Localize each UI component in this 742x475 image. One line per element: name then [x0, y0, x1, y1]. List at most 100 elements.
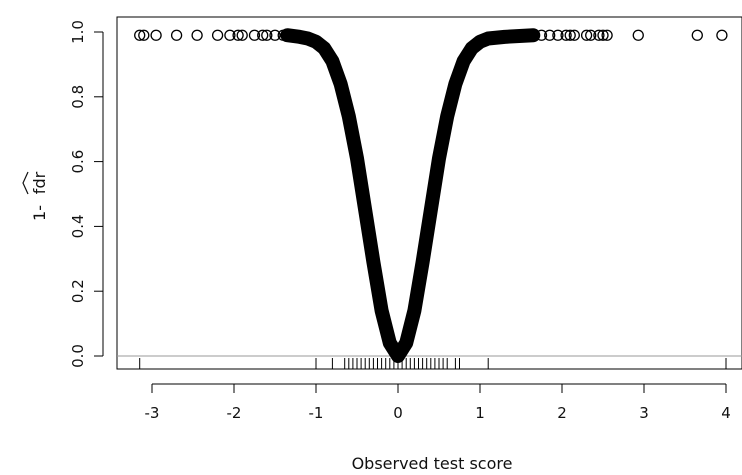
- hat-accent: [22, 171, 29, 195]
- data-point: [564, 29, 576, 41]
- curve-point: [401, 331, 414, 344]
- curve-point: [425, 204, 437, 216]
- curve-point: [419, 239, 431, 251]
- curve-point: [404, 321, 416, 333]
- curve-point: [437, 131, 449, 143]
- curve-point: [341, 105, 354, 117]
- curve-point: [378, 315, 390, 328]
- data-point: [601, 29, 613, 41]
- rug: [139, 358, 727, 369]
- curve-point: [408, 304, 421, 317]
- curve-point: [522, 29, 535, 42]
- data-point: [716, 29, 728, 41]
- y-tick-label: 1.0: [69, 20, 87, 44]
- curve-point: [340, 99, 352, 112]
- curve-point: [359, 204, 371, 216]
- data-point: [134, 29, 146, 41]
- y-tick-label: 0.0: [69, 344, 87, 368]
- curve-point: [442, 105, 455, 117]
- y-axis: 0.0 0.2 0.4 0.6 0.8 1.0: [69, 20, 104, 368]
- curve-point: [371, 280, 384, 292]
- curve-point: [444, 99, 456, 112]
- data-point: [632, 29, 644, 41]
- curve-point: [436, 138, 448, 150]
- y-tick-label: 0.4: [69, 214, 87, 238]
- data-point: [257, 29, 269, 41]
- curve-point: [422, 221, 434, 234]
- data-point: [269, 29, 281, 41]
- curve-point: [351, 152, 363, 165]
- data-point: [170, 29, 183, 41]
- curve-point: [403, 326, 415, 338]
- curve-point: [355, 178, 367, 190]
- curve-point: [345, 124, 358, 136]
- data-point: [593, 29, 605, 41]
- y-axis-title-symbol: fdr: [30, 171, 49, 194]
- data-point: [211, 29, 224, 41]
- curve-point: [406, 315, 418, 328]
- curve-point: [334, 78, 347, 90]
- data-point: [560, 29, 572, 41]
- y-tick-label: 0.6: [69, 150, 87, 174]
- data-point: [281, 29, 293, 41]
- curve-point: [369, 264, 381, 276]
- curve-point: [377, 310, 389, 322]
- data-point: [568, 29, 580, 41]
- fdr-curve: [280, 28, 541, 363]
- curve-point: [375, 304, 388, 317]
- curve-point: [339, 94, 351, 106]
- curve-point: [427, 187, 440, 199]
- y-tick-label: 0.2: [69, 279, 87, 303]
- curve-point: [360, 213, 373, 225]
- curve-point: [367, 256, 380, 268]
- curve-point: [441, 110, 453, 122]
- curve-point: [445, 94, 457, 106]
- curve-point: [354, 169, 366, 182]
- curve-point: [349, 145, 362, 157]
- data-point: [191, 29, 203, 41]
- curve-point: [430, 169, 442, 182]
- outlier-points: [134, 29, 728, 41]
- x-axis-title: Observed test score: [352, 454, 513, 473]
- curve-point: [365, 239, 377, 251]
- curve-point: [343, 110, 355, 122]
- data-point: [527, 29, 539, 41]
- curve-point: [447, 88, 459, 101]
- curve-point: [400, 337, 412, 349]
- curve-point: [431, 161, 444, 173]
- curve-point: [411, 288, 423, 301]
- x-axis: -3 -2 -1 0 1 2 3 4: [145, 383, 731, 422]
- curve-point: [416, 256, 429, 268]
- plot-frame: [116, 16, 742, 370]
- y-axis-title-prefix: 1-: [30, 205, 49, 221]
- curve-point: [380, 321, 392, 333]
- x-tick-label: -1: [309, 404, 324, 422]
- data-point: [236, 29, 248, 41]
- data-point: [580, 29, 593, 41]
- data-point: [277, 29, 289, 41]
- curve-point: [418, 247, 430, 260]
- curve-point: [356, 187, 369, 199]
- data-point: [552, 29, 564, 41]
- curve-point: [415, 264, 427, 276]
- curve-point: [352, 161, 365, 173]
- x-tick-label: 2: [557, 404, 567, 422]
- curve-point: [382, 331, 395, 344]
- curve-point: [337, 88, 349, 101]
- curve-point: [433, 152, 445, 165]
- curve-point: [423, 213, 436, 225]
- curve-point: [414, 272, 426, 284]
- curve-point: [421, 230, 433, 242]
- data-point: [585, 29, 597, 41]
- data-point: [544, 29, 556, 41]
- curve-point: [362, 221, 374, 234]
- y-axis-title: 1- fdr: [22, 171, 49, 221]
- curve-point: [434, 145, 447, 157]
- curve-point: [399, 339, 411, 351]
- curve-point: [348, 138, 360, 150]
- curve-point: [363, 230, 375, 242]
- curve-point: [373, 288, 385, 301]
- curve-point: [429, 178, 441, 190]
- x-tick-label: 0: [393, 404, 403, 422]
